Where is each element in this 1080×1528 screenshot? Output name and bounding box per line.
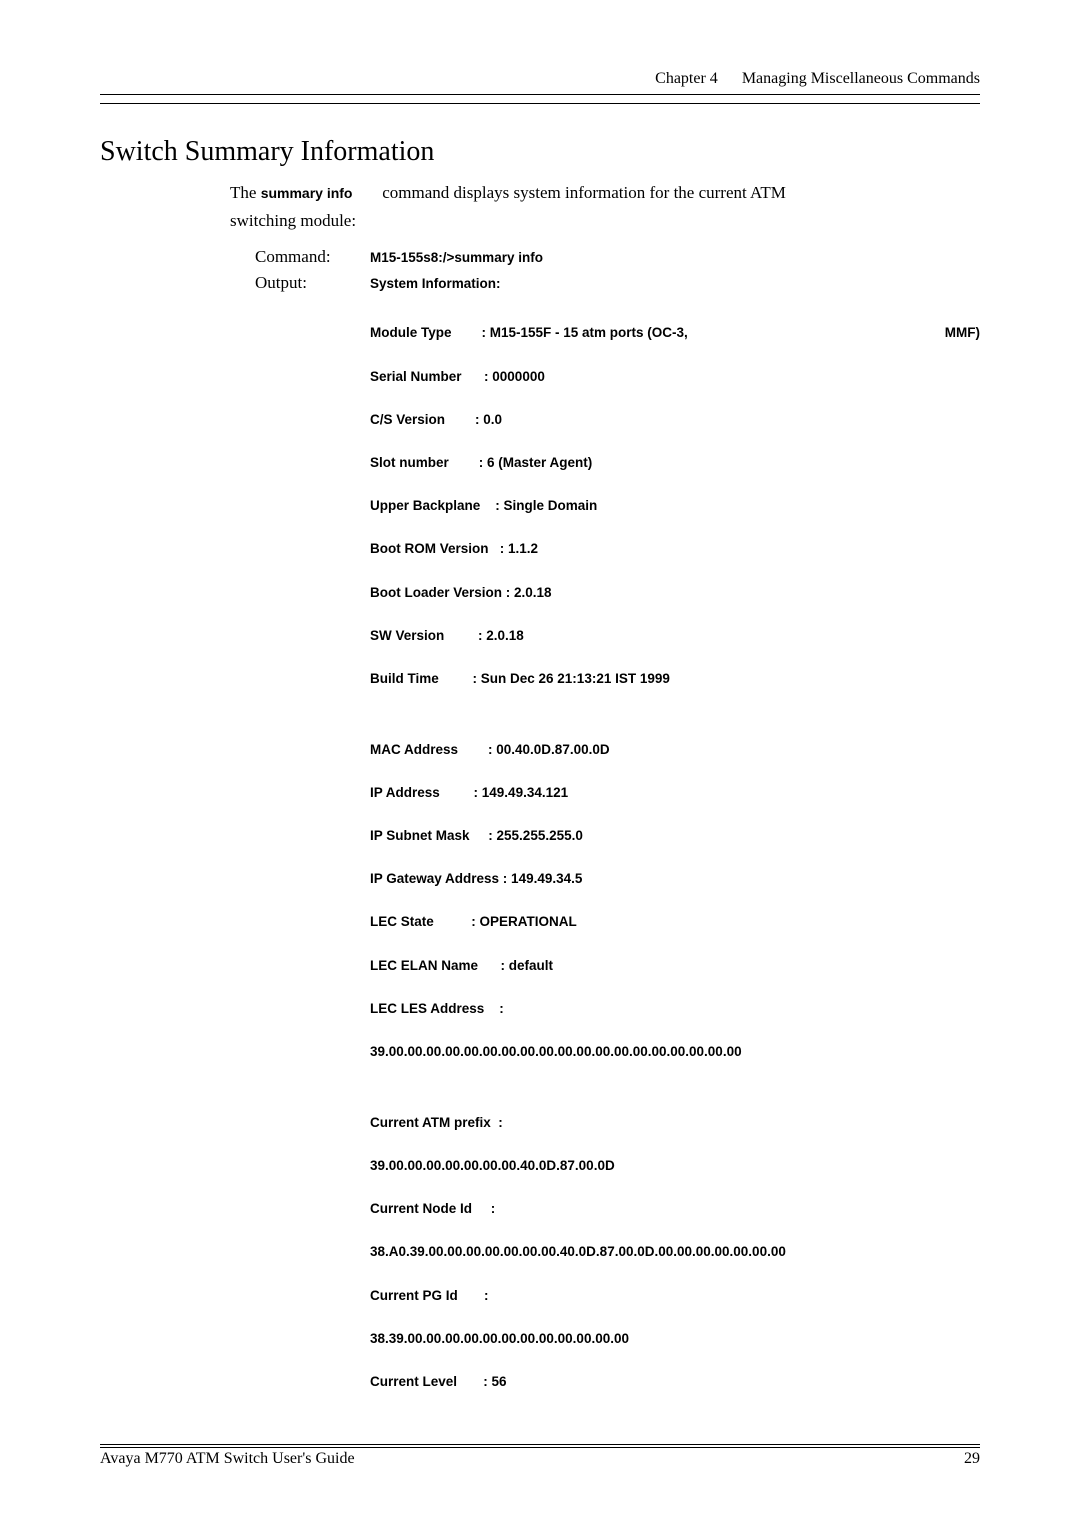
out-subnet: IP Subnet Mask : 255.255.255.0 bbox=[370, 825, 980, 847]
intro-command: summary info bbox=[261, 185, 353, 201]
out-lecstate: LEC State : OPERATIONAL bbox=[370, 911, 980, 933]
out-build: Build Time : Sun Dec 26 21:13:21 IST 199… bbox=[370, 668, 980, 690]
out-slot: Slot number : 6 (Master Agent) bbox=[370, 452, 980, 474]
intro-line-2: switching module: bbox=[230, 208, 980, 234]
out-bootrom: Boot ROM Version : 1.1.2 bbox=[370, 538, 980, 560]
section-title: Switch Summary Information bbox=[100, 136, 980, 168]
out-upper: Upper Backplane : Single Domain bbox=[370, 495, 980, 517]
out-serial: Serial Number : 0000000 bbox=[370, 366, 980, 388]
intro-prefix: The bbox=[230, 183, 261, 202]
out-ip: IP Address : 149.49.34.121 bbox=[370, 782, 980, 804]
chapter-header: Chapter 4 Managing Miscellaneous Command… bbox=[100, 70, 980, 88]
command-label: Command: bbox=[255, 247, 370, 267]
out-atmprefix: Current ATM prefix : bbox=[370, 1112, 980, 1134]
out-bootloader: Boot Loader Version : 2.0.18 bbox=[370, 582, 980, 604]
header-rule-bottom bbox=[100, 103, 980, 104]
out-atmprefix-val: 39.00.00.00.00.00.00.00.40.0D.87.00.0D bbox=[370, 1155, 980, 1177]
header-rule-top bbox=[100, 94, 980, 95]
out-nodeid-val: 38.A0.39.00.00.00.00.00.00.00.40.0D.87.0… bbox=[370, 1241, 980, 1263]
out-cs: C/S Version : 0.0 bbox=[370, 409, 980, 431]
footer-rule-1 bbox=[100, 1444, 980, 1445]
out-pgid: Current PG Id : bbox=[370, 1285, 980, 1307]
output-group-1: Module Type : M15-155F - 15 atm ports (O… bbox=[370, 301, 980, 711]
output-group-2: MAC Address : 00.40.0D.87.00.0D IP Addre… bbox=[370, 717, 980, 1084]
chapter-title: Managing Miscellaneous Commands bbox=[742, 70, 980, 87]
out-lecles-val: 39.00.00.00.00.00.00.00.00.00.00.00.00.0… bbox=[370, 1041, 980, 1063]
out-nodeid: Current Node Id : bbox=[370, 1198, 980, 1220]
out-mac: MAC Address : 00.40.0D.87.00.0D bbox=[370, 739, 980, 761]
output-group-3: Current ATM prefix : 39.00.00.00.00.00.0… bbox=[370, 1090, 980, 1414]
intro-suffix: command displays system information for … bbox=[378, 183, 786, 202]
out-pgid-val: 38.39.00.00.00.00.00.00.00.00.00.00.00.0… bbox=[370, 1328, 980, 1350]
output-row: Output: System Information: bbox=[255, 273, 980, 295]
out-level: Current Level : 56 bbox=[370, 1371, 980, 1393]
out-gateway: IP Gateway Address : 149.49.34.5 bbox=[370, 868, 980, 890]
out-mmf: MMF) bbox=[945, 322, 980, 344]
output-label: Output: bbox=[255, 273, 370, 293]
out-swver: SW Version : 2.0.18 bbox=[370, 625, 980, 647]
command-row: Command: M15-155s8:/>summary info bbox=[255, 247, 980, 269]
footer-page: 29 bbox=[964, 1450, 980, 1468]
intro-paragraph: The summary info command displays system… bbox=[230, 180, 980, 206]
footer-rule-2 bbox=[100, 1447, 980, 1448]
footer-left: Avaya M770 ATM Switch User's Guide bbox=[100, 1450, 355, 1468]
out-lecles: LEC LES Address : bbox=[370, 998, 980, 1020]
command-text: M15-155s8:/>summary info bbox=[370, 248, 543, 269]
output-heading: System Information: bbox=[370, 274, 501, 295]
footer: Avaya M770 ATM Switch User's Guide 29 bbox=[100, 1444, 980, 1468]
out-module-type: Module Type : M15-155F - 15 atm ports (O… bbox=[370, 325, 688, 340]
out-lecelan: LEC ELAN Name : default bbox=[370, 955, 980, 977]
chapter-number: Chapter 4 bbox=[655, 70, 718, 87]
